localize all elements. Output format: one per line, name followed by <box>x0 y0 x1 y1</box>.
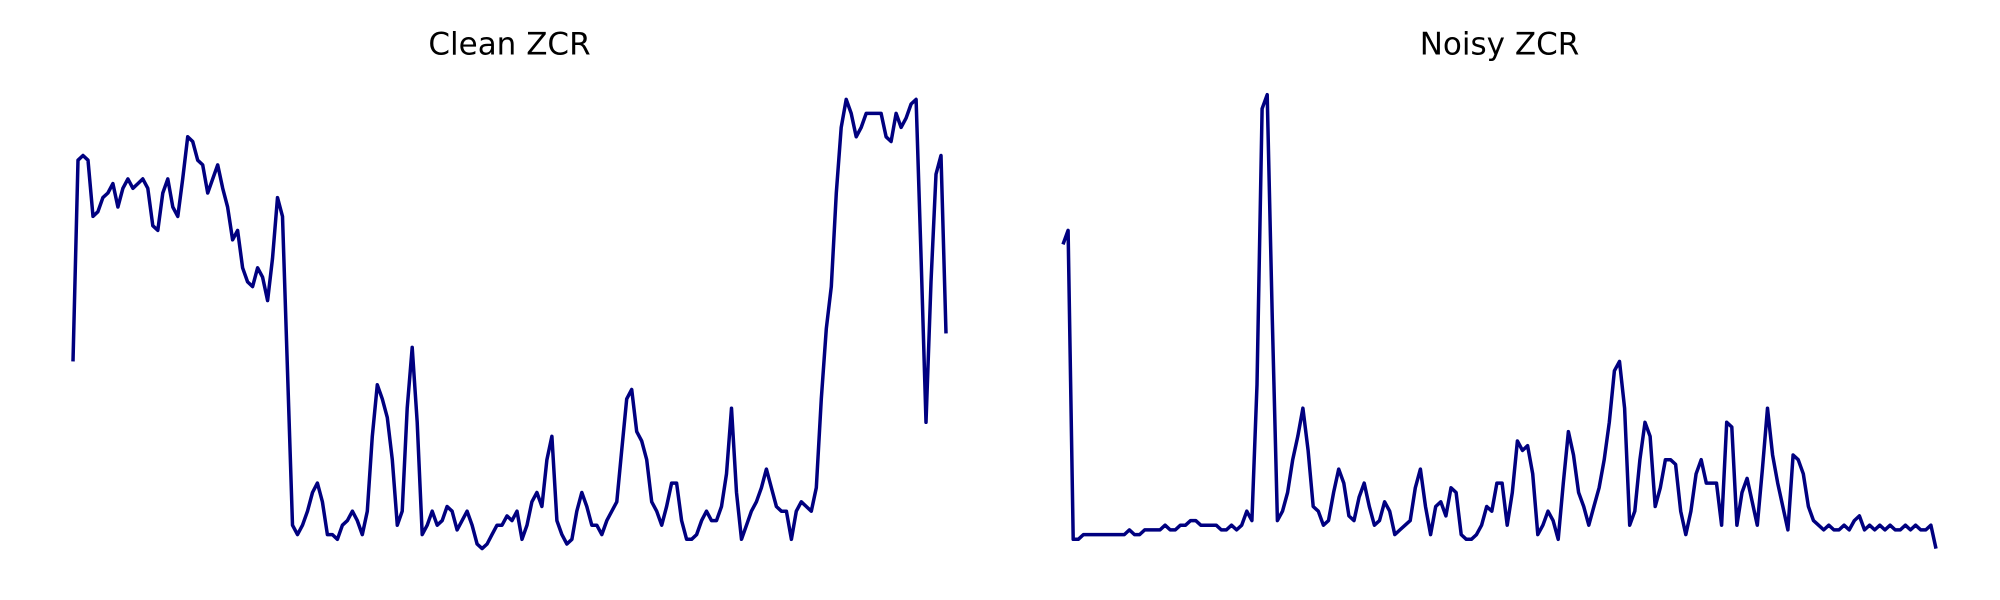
line <box>1061 92 1938 549</box>
line <box>71 97 948 551</box>
chart-title: Clean ZCR <box>428 27 590 63</box>
chart-title: Noisy ZCR <box>1420 27 1580 63</box>
